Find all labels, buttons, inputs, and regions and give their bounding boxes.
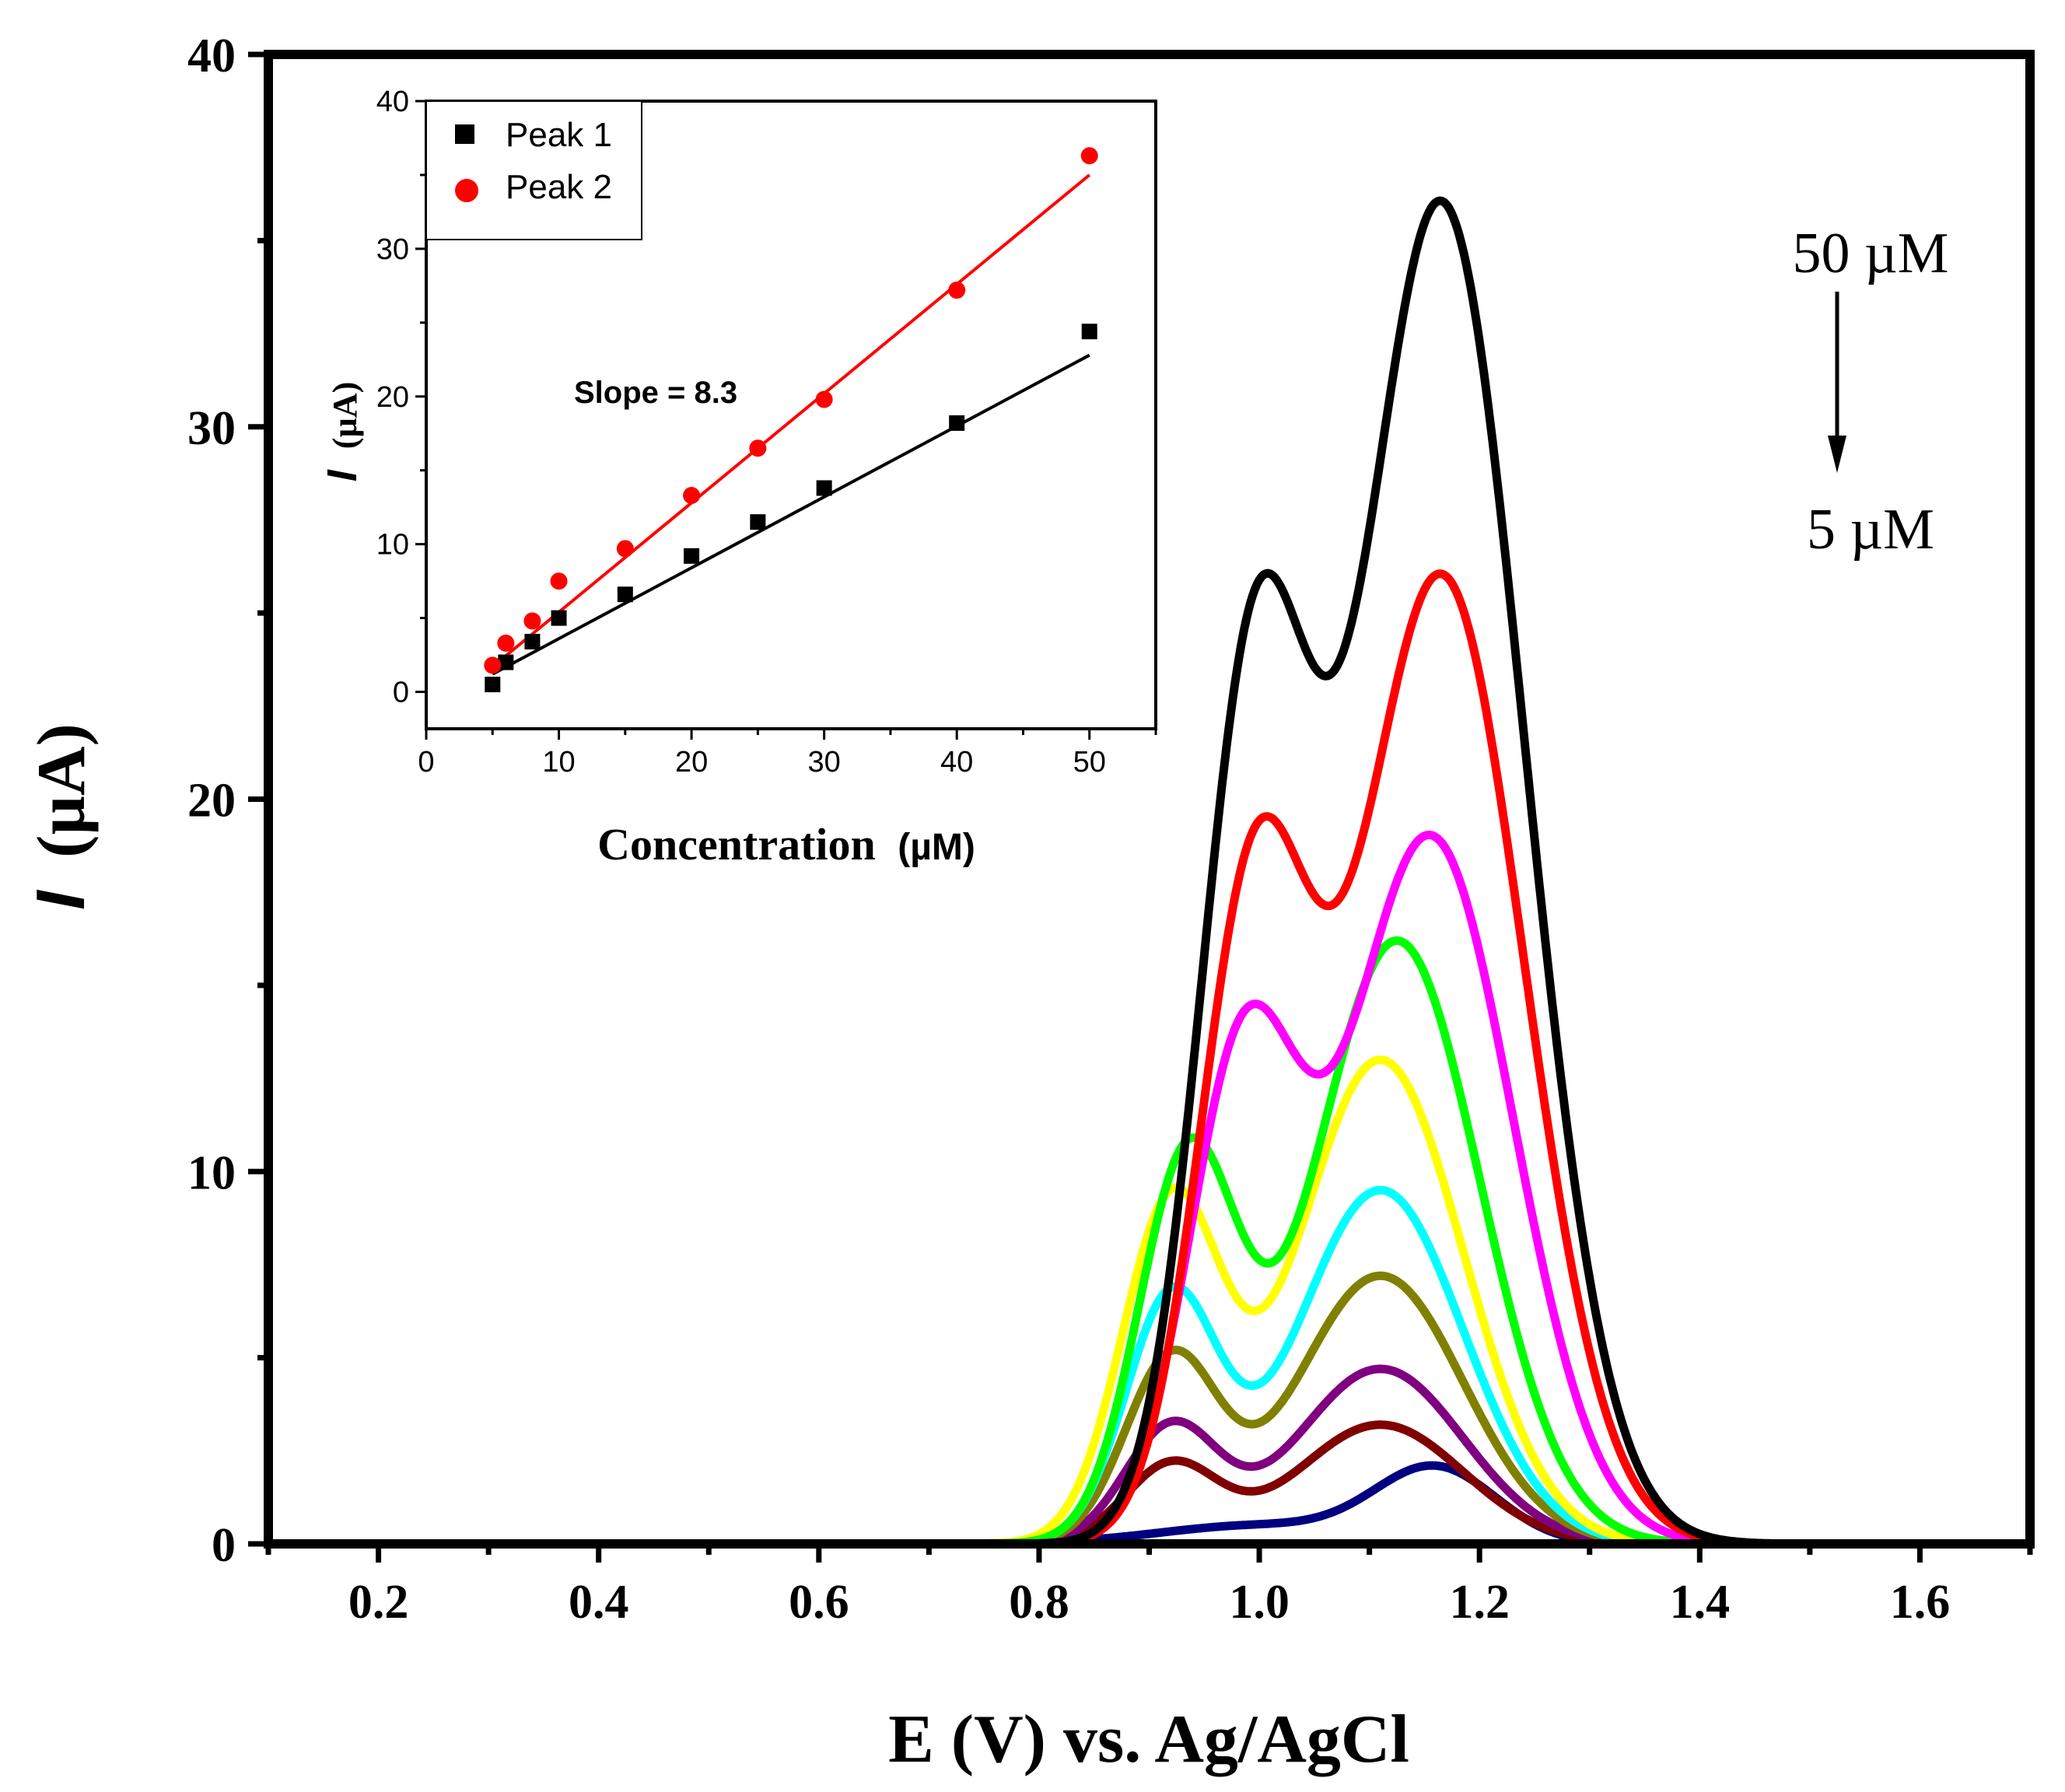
main-x-tick-label: 1.4	[1670, 1576, 1731, 1629]
inset-y-axis-label: I (µA)	[319, 382, 366, 481]
legend-marker-peak-2	[455, 179, 478, 202]
inset-x-axis-label-text: Concentration	[597, 819, 876, 870]
inset-y-tick-label: 0	[393, 677, 409, 709]
legend-box	[425, 100, 642, 240]
main-x-tick-label: 1.6	[1890, 1576, 1951, 1629]
point-peak-2	[948, 282, 966, 299]
main-x-axis-label: E (V) vs. Ag/AgCl	[888, 1702, 1409, 1777]
point-peak-2	[683, 486, 701, 504]
fit-line-peak-1	[492, 353, 1090, 676]
point-peak-1	[750, 514, 766, 530]
main-x-tick-label: 0.4	[569, 1576, 629, 1629]
point-peak-1	[524, 633, 541, 649]
inset-legend: Peak 1 Peak 2	[425, 100, 642, 240]
annotation-arrow-head	[1828, 436, 1846, 473]
inset-x-tick-label: 20	[675, 746, 708, 779]
point-peak-1	[1081, 324, 1097, 340]
point-peak-1	[684, 548, 700, 564]
main-y-axis-label-symbol: I	[22, 890, 99, 910]
inset-y-axis-label-unit: (µA)	[326, 382, 364, 449]
main-x-tick-label: 1.2	[1449, 1576, 1510, 1629]
main-y-tick-label: 0	[212, 1519, 236, 1572]
main-x-tick-label: 1.0	[1229, 1576, 1290, 1629]
annotation-top-conc: 50 µM	[1793, 222, 1949, 285]
inset-y-axis-label-symbol: I	[319, 469, 366, 481]
main-y-tick-label: 10	[187, 1146, 236, 1199]
inset-x-tick-label: 0	[418, 746, 434, 779]
inset-x-tick-label: 40	[940, 746, 973, 779]
main-x-tick-label: 0.2	[348, 1576, 409, 1629]
main-x-tick-label: 0.8	[1009, 1576, 1069, 1629]
inset-x-axis-label-unit: (µM)	[898, 827, 975, 868]
point-peak-2	[550, 572, 568, 590]
inset-y-tick-label: 40	[376, 86, 409, 118]
point-peak-1	[617, 586, 633, 603]
inset-tick-labels: 0 10 20 30 40 50 0 10 20 30 40	[376, 86, 1106, 779]
svg-text:I (µA): I (µA)	[22, 723, 100, 910]
main-chart: 0.2 0.4 0.6 0.8 1.0 1.2 1.4 1.6 0 10 20 30 40 E (V) …	[22, 30, 2035, 1777]
main-y-tick-label: 40	[187, 30, 236, 82]
inset-x-tick-label: 10	[542, 746, 575, 779]
inset-x-axis-label: Concentration (µM)	[597, 819, 975, 870]
legend-label-peak-2: Peak 2	[506, 168, 612, 206]
inset-plot-frame	[425, 100, 1157, 730]
point-peak-1	[816, 480, 832, 496]
inset-points	[484, 147, 1098, 693]
point-peak-2	[497, 634, 515, 652]
legend-label-peak-1: Peak 1	[506, 116, 612, 154]
main-y-axis-label-unit: (µA)	[24, 723, 100, 858]
point-peak-1	[551, 610, 567, 626]
inset-y-tick-label: 30	[376, 233, 409, 266]
inset-chart: 0 10 20 30 40 50 0 10 20 30 40 Peak 1 Peak 2 Slope…	[319, 86, 1157, 870]
svg-text:I (µA): I (µA)	[319, 382, 366, 481]
fit-line-peak-2	[492, 173, 1090, 668]
main-y-tick-label: 20	[187, 775, 236, 828]
main-tick-labels: 0.2 0.4 0.6 0.8 1.0 1.2 1.4 1.6 0 10 20 30 40	[187, 30, 1950, 1629]
main-y-tick-label: 30	[187, 402, 236, 455]
inset-x-tick-label: 50	[1073, 746, 1106, 779]
inset-y-tick-label: 20	[376, 381, 409, 414]
point-peak-1	[485, 677, 501, 693]
point-peak-2	[749, 439, 767, 457]
main-y-axis-label: I (µA)	[22, 723, 100, 910]
point-peak-2	[616, 540, 634, 558]
inset-y-tick-label: 10	[376, 529, 409, 562]
inset-ticks	[415, 100, 1157, 740]
point-peak-2	[484, 656, 502, 674]
legend-marker-peak-1	[455, 124, 474, 144]
inset-slope-annotation: Slope = 8.3	[574, 376, 737, 410]
inset-fit-lines	[492, 173, 1090, 676]
main-x-tick-label: 0.6	[789, 1576, 849, 1629]
annotation-bottom-conc: 5 µM	[1807, 498, 1934, 562]
point-peak-2	[1080, 147, 1098, 165]
point-peak-1	[949, 415, 965, 431]
inset-x-tick-label: 30	[807, 746, 840, 779]
point-peak-2	[523, 612, 541, 630]
point-peak-1	[498, 654, 514, 670]
point-peak-2	[815, 390, 833, 408]
curve-25-m	[264, 936, 1815, 1549]
main-ticks	[248, 51, 2033, 1563]
